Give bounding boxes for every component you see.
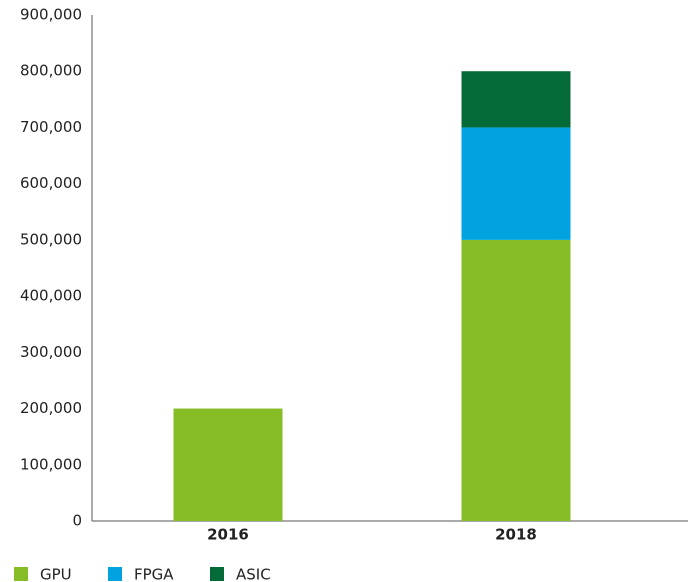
y-tick-label: 700,000 xyxy=(20,118,82,136)
x-tick-label: 2016 xyxy=(207,526,249,544)
y-tick-label: 600,000 xyxy=(20,174,82,192)
legend-swatch xyxy=(108,567,122,581)
bar-segment xyxy=(461,71,571,128)
y-tick-label: 400,000 xyxy=(20,287,82,305)
bar-segment xyxy=(461,127,571,240)
legend-label: FPGA xyxy=(134,566,174,582)
bar-segment xyxy=(173,408,283,521)
y-tick-label: 500,000 xyxy=(20,230,82,248)
y-tick-label: 0 xyxy=(72,512,82,530)
y-tick-label: 800,000 xyxy=(20,62,82,80)
y-tick-label: 300,000 xyxy=(20,343,82,361)
x-tick-label: 2018 xyxy=(495,526,537,544)
bar-segment xyxy=(461,239,571,521)
legend-swatch xyxy=(210,567,224,581)
legend-label: GPU xyxy=(40,566,72,582)
legend-label: ASIC xyxy=(236,566,271,582)
y-tick-label: 900,000 xyxy=(20,6,82,24)
legend-swatch xyxy=(14,567,28,581)
y-tick-label: 100,000 xyxy=(20,455,82,473)
y-tick-label: 200,000 xyxy=(20,399,82,417)
